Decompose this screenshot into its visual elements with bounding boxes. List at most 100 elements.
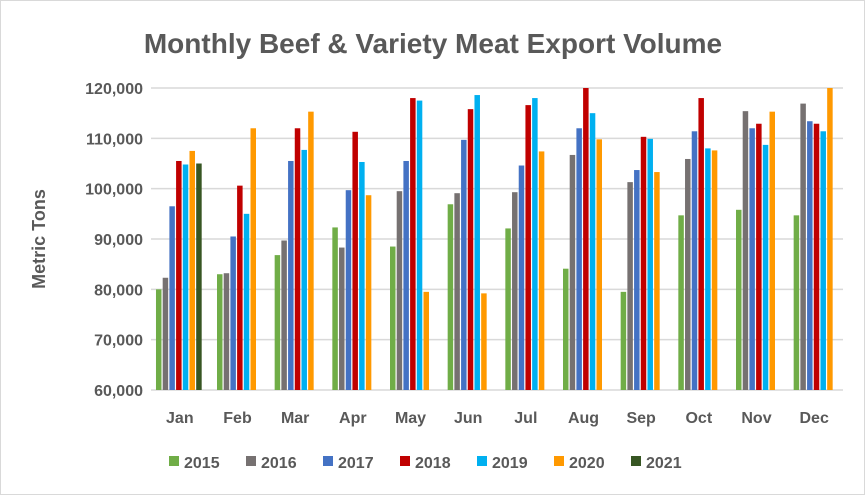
bar-2020-Feb — [250, 128, 256, 390]
bar-2015-Aug — [563, 268, 569, 390]
x-tick-label: Oct — [685, 410, 712, 427]
y-tick-label: 90,000 — [94, 232, 143, 249]
bar-2016-Jun — [454, 193, 460, 390]
bar-2019-Aug — [589, 113, 596, 391]
bar-2019-Oct — [705, 148, 711, 390]
legend-swatch-2021 — [631, 456, 641, 466]
bar-2018-Nov — [756, 123, 762, 390]
bar-2020-Jul — [538, 151, 545, 390]
bar-2017-Jun — [461, 139, 467, 390]
bar-2020-Dec — [827, 88, 833, 390]
bar-2015-Dec — [793, 215, 800, 390]
x-tick-label: Feb — [223, 410, 252, 427]
bar-2019-Mar — [301, 149, 307, 390]
bar-2020-Jun — [481, 293, 487, 390]
bar-2015-Jan — [155, 289, 162, 390]
bar-2020-Sep — [654, 172, 660, 390]
bar-2016-Dec — [800, 103, 806, 390]
x-tick-label: May — [395, 410, 426, 427]
x-tick-label: Nov — [741, 410, 771, 427]
bar-2016-Mar — [281, 240, 287, 390]
y-tick-label: 110,000 — [86, 131, 143, 148]
bar-2019-Feb — [243, 213, 250, 390]
bar-2016-Jan — [162, 277, 169, 390]
bar-2017-Sep — [634, 170, 640, 390]
x-tick-label: Aug — [568, 410, 599, 427]
bar-2018-Jan — [176, 160, 182, 390]
legend-label-2021: 2021 — [646, 455, 682, 472]
bar-2019-Nov — [762, 144, 769, 390]
bar-2020-Aug — [596, 139, 602, 390]
bar-2018-Sep — [640, 136, 647, 390]
bar-2019-May — [416, 100, 423, 390]
bar-2017-Aug — [576, 128, 582, 390]
bar-2016-Aug — [569, 154, 576, 390]
bar-2020-Jan — [189, 150, 195, 390]
bar-2018-Jun — [467, 109, 474, 390]
bar-2015-Nov — [736, 209, 742, 390]
y-tick-label: 120,000 — [85, 81, 143, 98]
legend-swatch-2018 — [400, 456, 410, 466]
bar-2019-Jan — [182, 164, 189, 390]
x-tick-label: Jul — [514, 410, 537, 427]
bar-2016-May — [396, 191, 403, 390]
bar-2019-Jul — [532, 98, 538, 391]
x-tick-label: Mar — [281, 410, 309, 427]
bar-2017-Apr — [345, 190, 352, 390]
bar-2018-Apr — [352, 131, 358, 391]
bar-2015-Oct — [678, 215, 684, 390]
bar-2017-Nov — [749, 128, 755, 390]
bar-2017-May — [403, 160, 409, 390]
legend-label-2016: 2016 — [261, 455, 297, 472]
bar-2016-Apr — [339, 247, 345, 390]
bar-2020-Oct — [711, 150, 718, 390]
y-tick-label: 80,000 — [94, 282, 143, 299]
y-tick-label: 60,000 — [94, 383, 143, 400]
bar-2018-Oct — [698, 98, 704, 391]
bar-2017-Oct — [691, 131, 698, 390]
bar-2016-Feb — [223, 273, 230, 390]
x-tick-label: Sep — [626, 410, 656, 427]
y-tick-label: 70,000 — [94, 333, 143, 350]
x-tick-label: Apr — [339, 410, 367, 427]
legend-swatch-2020 — [554, 456, 564, 466]
bar-2019-Sep — [647, 138, 653, 390]
legend-swatch-2017 — [323, 456, 333, 466]
bar-2019-Apr — [359, 161, 365, 390]
bar-2017-Jan — [169, 206, 175, 390]
x-tick-label: Jun — [454, 410, 482, 427]
bar-2020-Mar — [308, 111, 314, 390]
bar-2016-Jul — [512, 192, 518, 390]
bar-2020-Apr — [365, 195, 372, 390]
bar-2015-May — [390, 246, 396, 390]
bar-2016-Oct — [685, 158, 691, 390]
bar-2016-Nov — [742, 111, 749, 391]
bar-2016-Sep — [627, 182, 633, 390]
bar-2018-Mar — [294, 128, 301, 390]
bar-2017-Feb — [230, 236, 236, 390]
bar-2015-Jul — [505, 228, 511, 390]
y-tick-label: 100,000 — [85, 182, 143, 199]
bar-2015-Sep — [620, 291, 627, 390]
legend-swatch-2016 — [246, 456, 256, 466]
bar-2019-Dec — [820, 131, 826, 390]
bar-2015-Mar — [274, 255, 281, 390]
bar-2021-Jan — [196, 163, 202, 390]
chart-title: Monthly Beef & Variety Meat Export Volum… — [144, 28, 722, 59]
bar-2018-Dec — [813, 123, 820, 390]
bar-2015-Feb — [217, 274, 223, 390]
legend-label-2019: 2019 — [492, 455, 528, 472]
bar-2018-May — [410, 98, 416, 391]
bar-2017-Mar — [288, 160, 294, 390]
bar-2015-Jun — [447, 204, 454, 390]
bar-2017-Jul — [518, 165, 525, 390]
legend-label-2015: 2015 — [184, 455, 220, 472]
x-tick-label: Jan — [166, 410, 194, 427]
bar-2017-Dec — [807, 121, 813, 390]
bar-2015-Apr — [332, 227, 338, 390]
bar-2018-Feb — [237, 185, 243, 390]
y-axis-label: Metric Tons — [29, 189, 49, 289]
legend-swatch-2019 — [477, 456, 487, 466]
